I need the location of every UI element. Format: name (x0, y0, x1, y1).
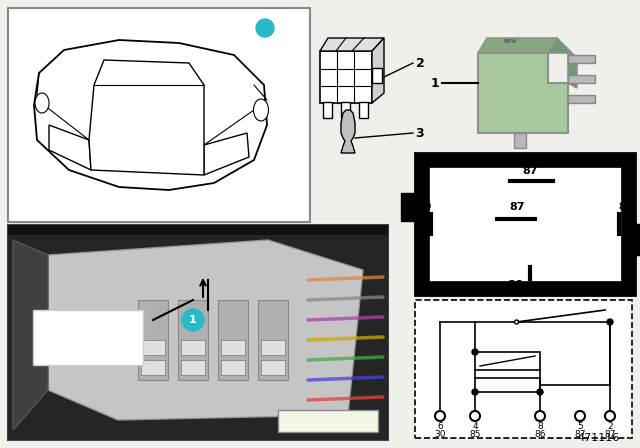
Text: 30: 30 (417, 202, 431, 212)
Bar (141, 340, 165, 355)
Text: 87: 87 (522, 166, 538, 176)
Circle shape (535, 411, 545, 421)
Text: 87: 87 (574, 430, 586, 439)
Polygon shape (13, 240, 48, 430)
Text: K120: K120 (64, 321, 112, 339)
Polygon shape (89, 60, 204, 175)
Bar (221, 360, 245, 375)
Polygon shape (635, 224, 640, 255)
Text: 87: 87 (509, 202, 525, 212)
Circle shape (182, 309, 204, 331)
Bar (372, 68, 382, 83)
Circle shape (256, 19, 274, 37)
Polygon shape (568, 55, 595, 63)
Bar (33, 310, 143, 365)
Text: 3: 3 (416, 126, 424, 139)
Text: 471116: 471116 (578, 433, 620, 443)
Bar (261, 340, 285, 355)
Bar (341, 102, 350, 118)
Bar (359, 102, 368, 118)
Bar (475, 352, 540, 370)
Text: 85: 85 (469, 430, 481, 439)
Ellipse shape (35, 93, 49, 113)
Text: 8: 8 (537, 422, 543, 431)
Bar (138, 300, 168, 380)
Polygon shape (8, 225, 388, 440)
Polygon shape (478, 53, 568, 133)
Circle shape (605, 411, 615, 421)
Circle shape (470, 411, 480, 421)
Bar (8, 8, 310, 222)
Bar (415, 153, 635, 295)
Text: 003045: 003045 (307, 416, 349, 426)
Circle shape (537, 389, 543, 395)
Circle shape (515, 320, 518, 324)
Text: 6: 6 (437, 422, 443, 431)
Bar (218, 300, 248, 380)
Polygon shape (49, 125, 91, 170)
Text: 4: 4 (472, 422, 478, 431)
Polygon shape (8, 225, 388, 235)
Circle shape (607, 319, 613, 325)
Bar (475, 378, 540, 392)
Text: 1: 1 (189, 315, 197, 325)
Ellipse shape (253, 99, 269, 121)
Text: 2: 2 (415, 56, 424, 69)
Circle shape (575, 411, 585, 421)
Polygon shape (34, 40, 267, 190)
Bar (181, 340, 205, 355)
Bar (181, 360, 205, 375)
Bar (278, 410, 378, 432)
Text: 5: 5 (577, 422, 583, 431)
Text: 86: 86 (534, 430, 546, 439)
Circle shape (472, 389, 478, 395)
Text: 87: 87 (604, 430, 616, 439)
Text: 1: 1 (262, 23, 268, 33)
Circle shape (435, 411, 445, 421)
Polygon shape (372, 38, 384, 103)
Text: 86: 86 (507, 280, 523, 290)
Circle shape (472, 349, 478, 355)
Bar (221, 340, 245, 355)
Polygon shape (548, 38, 577, 88)
Bar (141, 360, 165, 375)
Bar (415, 300, 632, 438)
Polygon shape (568, 95, 595, 103)
Polygon shape (204, 133, 249, 175)
Polygon shape (48, 240, 363, 420)
Bar (323, 102, 332, 118)
Bar (320, 51, 372, 103)
Text: X1578: X1578 (58, 341, 118, 359)
Polygon shape (341, 110, 355, 153)
Text: 1: 1 (431, 77, 440, 90)
Bar (261, 360, 285, 375)
Polygon shape (320, 38, 384, 51)
Text: BMW: BMW (503, 39, 517, 44)
Bar (258, 300, 288, 380)
Polygon shape (401, 193, 415, 221)
Polygon shape (568, 75, 595, 83)
Text: 2: 2 (607, 422, 613, 431)
Polygon shape (514, 133, 526, 148)
Polygon shape (478, 38, 557, 53)
Bar (178, 300, 208, 380)
Text: 85: 85 (618, 202, 634, 212)
Bar (429, 167, 621, 281)
Bar (8, 225, 388, 440)
Text: 30: 30 (435, 430, 445, 439)
